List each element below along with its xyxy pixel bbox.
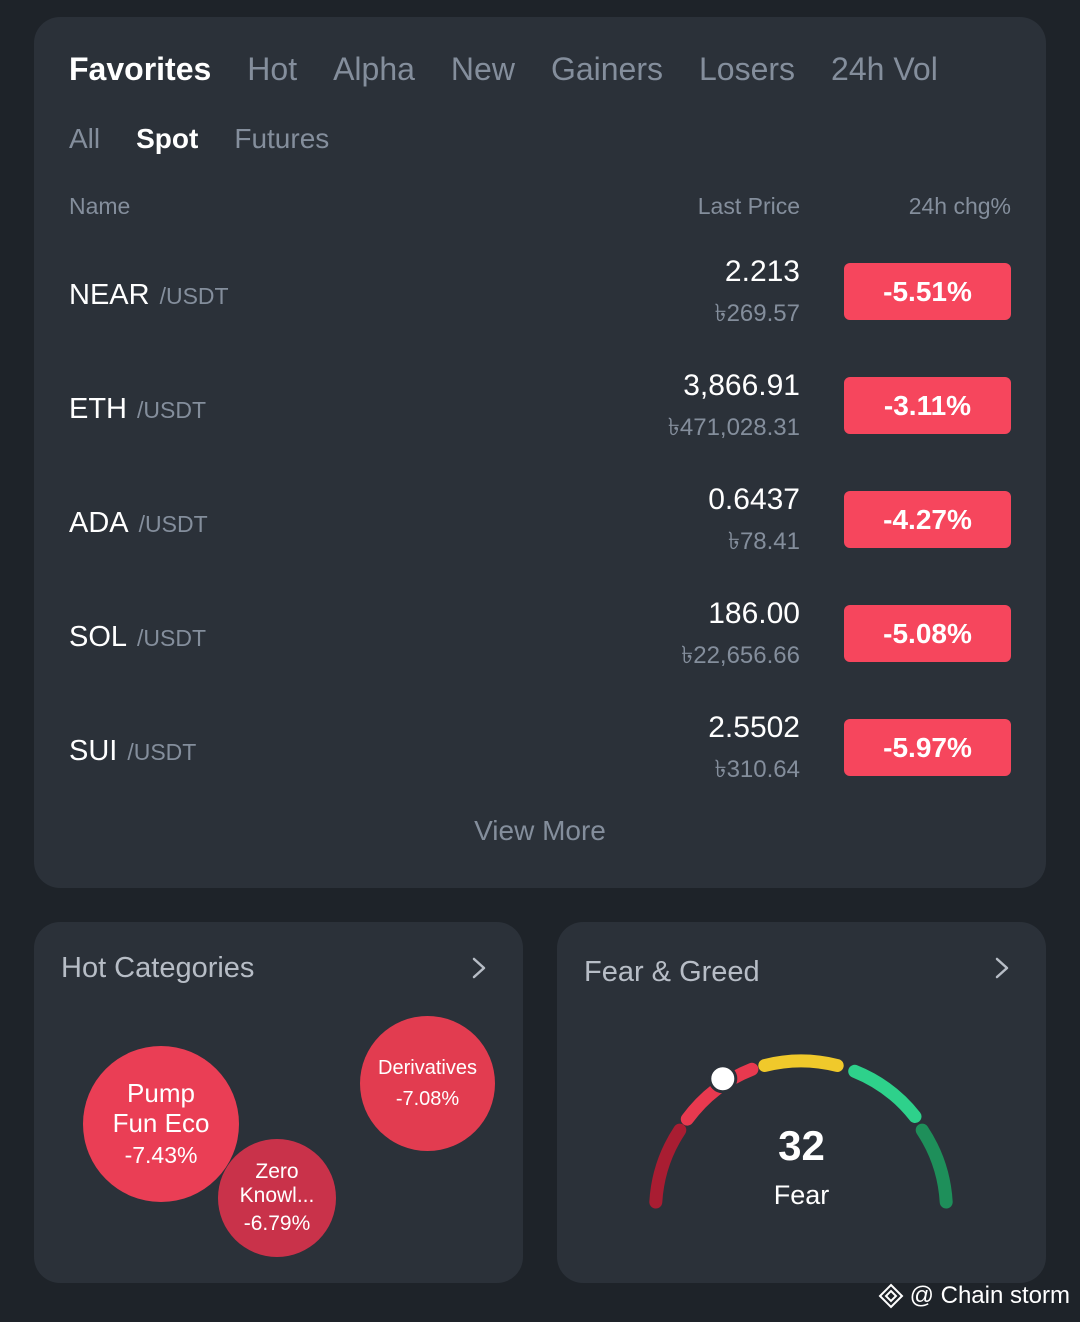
pair-symbol: ETH/USDT (69, 393, 206, 426)
fear-greed-value: 32 (778, 1122, 825, 1169)
watermark: @ Chain storm (878, 1282, 1070, 1310)
pair-symbol: NEAR/USDT (69, 279, 229, 312)
category-change: -7.08% (395, 1087, 460, 1110)
tab-hot[interactable]: Hot (247, 51, 298, 87)
tab-alpha[interactable]: Alpha (333, 51, 415, 87)
diamond-logo-icon (878, 1283, 904, 1309)
gauge-segment-extreme-greed (915, 1123, 953, 1209)
pair-base: ADA (69, 507, 129, 539)
market-subtabs: All Spot Futures (69, 123, 329, 155)
pair-symbol: ADA/USDT (69, 507, 208, 540)
change-badge[interactable]: -4.27% (844, 491, 1011, 548)
last-price: 186.00 (708, 597, 800, 630)
pair-base: NEAR (69, 279, 150, 311)
gauge-indicator (708, 1064, 738, 1094)
chevron-right-icon[interactable] (467, 950, 491, 986)
pair-symbol: SOL/USDT (69, 621, 206, 654)
category-name: Zero Knowl... (239, 1159, 315, 1207)
hot-categories-title: Hot Categories (61, 952, 255, 984)
category-change: -6.79% (243, 1212, 311, 1236)
hot-categories-card[interactable]: Hot Categories Pump Fun Eco -7.43% Deriv… (34, 922, 523, 1283)
view-more-link[interactable]: View More (474, 815, 606, 846)
market-tabs: Favorites Hot Alpha New Gainers Losers 2… (69, 51, 938, 88)
last-price: 0.6437 (708, 483, 800, 516)
column-header-last-price[interactable]: Last Price (697, 193, 800, 219)
tab-losers[interactable]: Losers (698, 51, 796, 87)
pair-quote: /USDT (137, 397, 206, 423)
pair-quote: /USDT (127, 739, 197, 765)
fiat-price: ৳78.41 (727, 528, 800, 555)
column-header-24h-change[interactable]: 24h chg% (908, 193, 1011, 219)
gauge-segment-extreme-fear (649, 1123, 687, 1209)
pair-quote: /USDT (137, 625, 207, 651)
market-row-sol[interactable]: SOL/USDT 186.00 ৳22,656.66 -5.08% (34, 597, 1046, 697)
pair-base: SOL (69, 621, 128, 653)
subtab-all[interactable]: All (69, 123, 101, 154)
category-bubble-zero-knowledge[interactable]: Zero Knowl... -6.79% (218, 1139, 336, 1257)
pair-symbol: SUI/USDT (69, 735, 196, 768)
market-row-sui[interactable]: SUI/USDT 2.5502 ৳310.64 -5.97% (34, 711, 1046, 811)
subtab-futures[interactable]: Futures (234, 123, 330, 154)
category-change: -7.43% (124, 1142, 198, 1169)
market-row-ada[interactable]: ADA/USDT 0.6437 ৳78.41 -4.27% (34, 483, 1046, 583)
watermark-text: @ Chain storm (909, 1282, 1070, 1309)
pair-quote: /USDT (159, 283, 229, 309)
fear-greed-title: Fear & Greed (584, 956, 760, 988)
category-bubble-derivatives[interactable]: Derivatives -7.08% (360, 1016, 495, 1151)
last-price: 2.5502 (708, 711, 800, 744)
market-row-eth[interactable]: ETH/USDT 3,866.91 ৳471,028.31 -3.11% (34, 369, 1046, 469)
gauge-segment-greed (848, 1064, 922, 1123)
subtab-spot[interactable]: Spot (136, 123, 199, 154)
pair-quote: /USDT (138, 511, 208, 537)
fear-greed-label: Fear (773, 1180, 830, 1210)
fiat-price: ৳22,656.66 (681, 642, 800, 669)
fiat-price: ৳310.64 (714, 756, 800, 783)
market-list-card: Favorites Hot Alpha New Gainers Losers 2… (34, 17, 1046, 888)
pair-base: ETH (69, 393, 127, 425)
tab-24h-vol[interactable]: 24h Vol (831, 51, 938, 87)
tab-gainers[interactable]: Gainers (550, 51, 663, 87)
category-name: Pump Fun Eco (112, 1077, 210, 1138)
column-header-name[interactable]: Name (69, 193, 131, 219)
category-name: Derivatives (378, 1056, 477, 1079)
fiat-price: ৳471,028.31 (667, 414, 800, 441)
pair-base: SUI (69, 735, 118, 767)
category-bubble-pump-fun-eco[interactable]: Pump Fun Eco -7.43% (83, 1046, 239, 1202)
change-badge[interactable]: -5.08% (844, 605, 1011, 662)
fiat-price: ৳269.57 (714, 300, 800, 327)
fear-greed-card[interactable]: Fear & Greed 32 Fear (557, 922, 1046, 1283)
last-price: 2.213 (724, 255, 800, 288)
change-badge[interactable]: -3.11% (844, 377, 1011, 434)
tab-favorites[interactable]: Favorites (69, 51, 212, 87)
change-badge[interactable]: -5.51% (844, 263, 1011, 320)
fear-greed-gauge (649, 1054, 953, 1209)
change-badge[interactable]: -5.97% (844, 719, 1011, 776)
tab-new[interactable]: New (450, 51, 515, 87)
last-price: 3,866.91 (683, 369, 800, 402)
market-row-near[interactable]: NEAR/USDT 2.213 ৳269.57 -5.51% (34, 255, 1046, 355)
gauge-segment-neutral (758, 1054, 844, 1072)
chevron-right-icon[interactable] (990, 950, 1014, 986)
